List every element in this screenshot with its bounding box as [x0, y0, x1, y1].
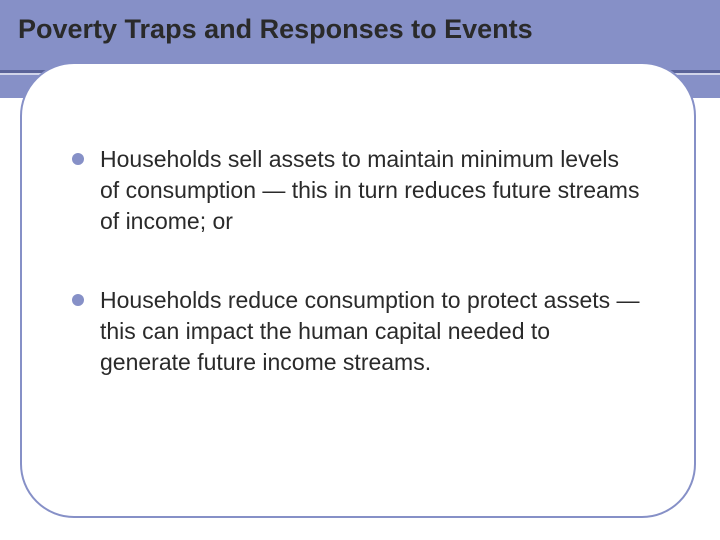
- bullet-text: Households sell assets to maintain minim…: [100, 146, 639, 234]
- slide-title: Poverty Traps and Responses to Events: [18, 14, 533, 45]
- bullet-list: Households sell assets to maintain minim…: [72, 144, 644, 378]
- bullet-icon: [72, 294, 84, 306]
- bullet-text: Households reduce consumption to protect…: [100, 287, 640, 375]
- list-item: Households reduce consumption to protect…: [72, 285, 644, 378]
- content-box: Households sell assets to maintain minim…: [20, 62, 696, 518]
- bullet-icon: [72, 153, 84, 165]
- list-item: Households sell assets to maintain minim…: [72, 144, 644, 237]
